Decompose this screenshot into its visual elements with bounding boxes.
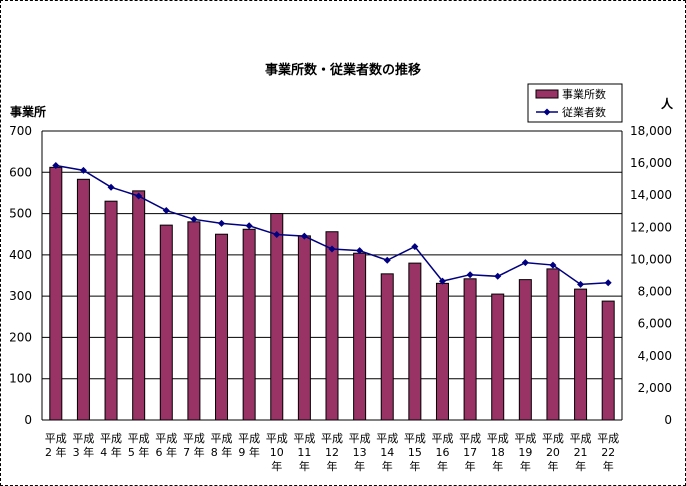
line-point — [245, 222, 253, 230]
x-tick-label: 平成 22 年 — [597, 432, 619, 473]
y-left-ticks: 0 100 200 300 400 500 600 700 — [9, 124, 32, 427]
x-tick-label: 平成 17 年 — [459, 432, 481, 473]
bar — [325, 231, 339, 421]
bar — [435, 282, 449, 421]
line-point — [356, 247, 364, 255]
y-right-axis-title: 人 — [661, 96, 674, 111]
line-series — [52, 162, 612, 288]
bar — [297, 235, 311, 421]
x-tick-label: 平成 2 年 — [45, 432, 67, 459]
bar — [76, 178, 90, 421]
x-tick-label: 平成 16 年 — [431, 432, 453, 473]
x-tick-label: 平成 9 年 — [238, 432, 260, 459]
x-tick-label: 平成 3 年 — [72, 432, 94, 459]
x-tick-label: 平成 11 年 — [293, 432, 315, 473]
line-point — [411, 243, 419, 251]
chart-title: 事業所数・従業者数の推移 — [265, 62, 421, 78]
y-left-tick-label: 500 — [9, 207, 32, 221]
bar — [242, 228, 256, 421]
line-point — [218, 219, 226, 227]
x-category-labels: 平成 2 年平成 3 年平成 4 年平成 5 年平成 6 年平成 7 年平成 8 年平成 9 年… — [45, 432, 619, 473]
line-point — [190, 215, 198, 223]
x-tick-label: 平成 20 年 — [542, 432, 564, 473]
y-right-tick-label: 4,000 — [638, 349, 672, 363]
line-point — [577, 280, 585, 288]
y-left-tick-label: 700 — [9, 124, 32, 138]
x-tick-label: 平成 15 年 — [404, 432, 426, 473]
line-point — [438, 277, 446, 285]
bar — [270, 213, 284, 421]
bar — [215, 233, 229, 421]
x-tick-label: 平成 21 年 — [570, 432, 592, 473]
line-point — [604, 279, 612, 287]
x-tick-label: 平成 13 年 — [349, 432, 371, 473]
bar — [187, 221, 201, 421]
axes — [41, 131, 623, 421]
y-left-tick-label: 300 — [9, 289, 32, 303]
line-point — [466, 271, 474, 279]
y-right-tick-label: 18,000 — [630, 124, 672, 138]
line-point — [549, 261, 557, 269]
x-tick-label: 平成 4 年 — [100, 432, 122, 459]
y-right-ticks: 0 2,000 4,000 6,000 8,000 10,000 12,000 14,000 1… — [630, 124, 672, 427]
y-right-tick-label: 16,000 — [630, 156, 672, 170]
bar — [463, 278, 477, 421]
y-right-tick-label: 14,000 — [630, 188, 672, 202]
x-tick-label: 平成 7 年 — [183, 432, 205, 459]
y-left-tick-label: 200 — [9, 330, 32, 344]
bar — [132, 190, 146, 421]
line-point — [162, 206, 170, 214]
y-right-tick-label: 2,000 — [638, 381, 672, 395]
bar — [380, 273, 394, 421]
x-tick-label: 平成 19 年 — [514, 432, 536, 473]
bar — [546, 268, 560, 421]
x-tick-label: 平成 5 年 — [128, 432, 150, 459]
y-left-tick-label: 100 — [9, 372, 32, 386]
bar — [353, 252, 367, 421]
legend-bar-swatch — [535, 89, 559, 99]
legend-line-label: 従業者数 — [562, 106, 606, 119]
x-tick-label: 平成 6 年 — [155, 432, 177, 459]
bar — [49, 166, 63, 421]
line-point — [52, 162, 60, 170]
legend-line-marker — [543, 108, 551, 116]
y-right-tick-label: 0 — [664, 413, 672, 427]
y-left-tick-label: 600 — [9, 165, 32, 179]
line-point — [494, 272, 502, 280]
y-right-tick-label: 6,000 — [638, 317, 672, 331]
bar — [491, 293, 505, 421]
line-point — [383, 256, 391, 264]
y-left-tick-label: 400 — [9, 248, 32, 262]
bar — [408, 262, 422, 421]
line-point — [521, 259, 529, 267]
line-point — [273, 231, 281, 239]
line-point — [135, 192, 143, 200]
bar — [518, 279, 532, 421]
line-point — [300, 232, 308, 240]
line-point — [107, 183, 115, 191]
y-left-tick-label: 0 — [24, 413, 32, 427]
bar-series — [49, 166, 615, 421]
y-right-tick-label: 8,000 — [638, 285, 672, 299]
y-right-tick-label: 12,000 — [630, 220, 672, 234]
bar — [574, 288, 588, 421]
x-tick-label: 平成 8 年 — [211, 432, 233, 459]
bar — [104, 200, 118, 421]
x-tick-label: 平成 18 年 — [487, 432, 509, 473]
legend: 事業所数 従業者数 — [527, 83, 623, 123]
x-tick-label: 平成 12 年 — [321, 432, 343, 473]
bar — [601, 300, 615, 421]
line-point — [79, 166, 87, 174]
line-point — [328, 245, 336, 253]
bar — [159, 224, 173, 421]
y-left-axis-title: 事業所 — [10, 104, 46, 119]
legend-bar-label: 事業所数 — [562, 88, 606, 101]
y-right-tick-label: 10,000 — [630, 252, 672, 266]
x-tick-label: 平成 14 年 — [376, 432, 398, 473]
x-tick-label: 平成 10 年 — [266, 432, 288, 473]
